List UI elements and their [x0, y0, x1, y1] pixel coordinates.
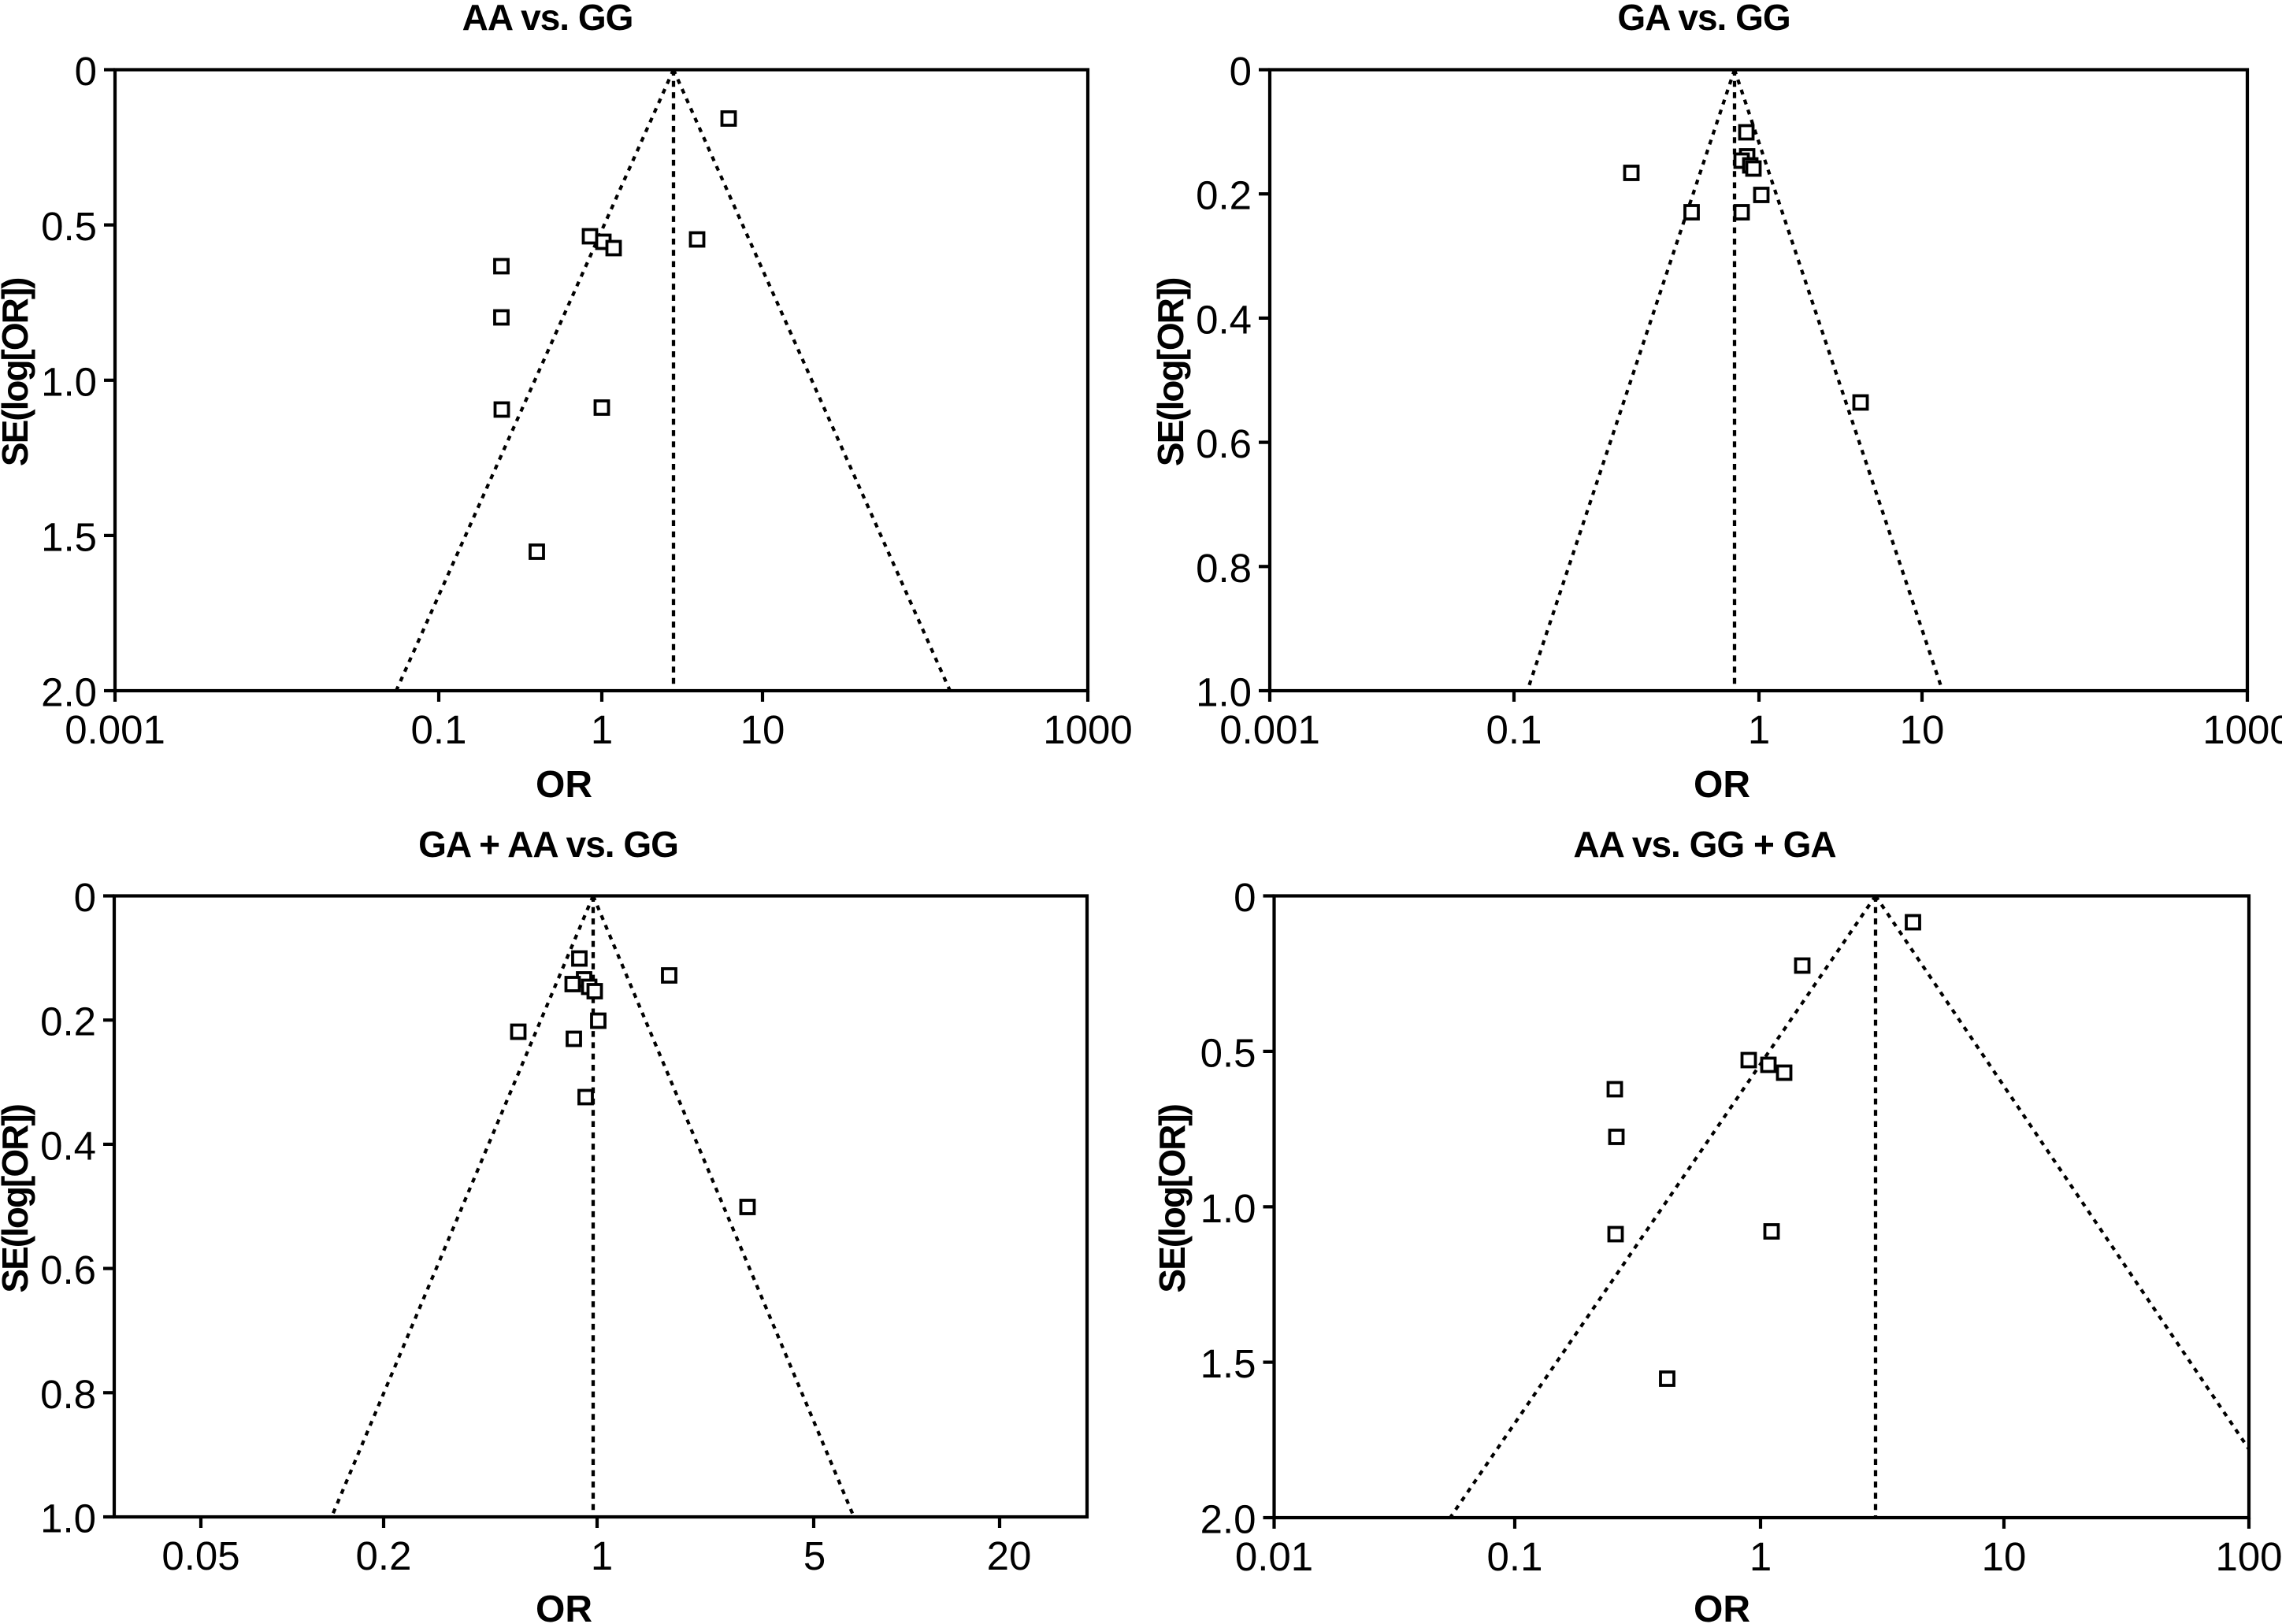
svg-text:AA vs. GG: AA vs. GG	[462, 0, 633, 38]
svg-text:0.001: 0.001	[1219, 707, 1320, 752]
svg-text:1.5: 1.5	[1200, 1341, 1256, 1386]
svg-text:0.2: 0.2	[1196, 173, 1252, 218]
svg-text:1.0: 1.0	[40, 1496, 96, 1541]
svg-text:OR: OR	[536, 764, 592, 806]
svg-text:AA vs. GG + GA: AA vs. GG + GA	[1573, 824, 1835, 865]
svg-text:0: 0	[1234, 875, 1256, 920]
svg-text:1.5: 1.5	[41, 514, 97, 559]
svg-text:0.5: 0.5	[41, 204, 97, 249]
svg-text:0.8: 0.8	[1196, 546, 1252, 591]
svg-text:10: 10	[740, 707, 785, 752]
svg-text:2.0: 2.0	[41, 670, 97, 715]
svg-text:1.0: 1.0	[1196, 670, 1252, 715]
svg-text:OR: OR	[1694, 764, 1750, 806]
svg-text:1: 1	[591, 1533, 613, 1578]
svg-text:OR: OR	[1694, 1589, 1750, 1624]
svg-text:GA vs. GG: GA vs. GG	[1617, 0, 1790, 38]
svg-text:1000: 1000	[1043, 707, 1132, 752]
svg-text:1: 1	[1748, 707, 1770, 752]
svg-text:0.05: 0.05	[161, 1533, 239, 1578]
svg-text:1: 1	[591, 707, 613, 752]
svg-text:1000: 1000	[2202, 707, 2282, 752]
svg-text:SE(log[OR]): SE(log[OR])	[1152, 1104, 1193, 1292]
svg-text:5: 5	[803, 1533, 826, 1578]
svg-text:SE(log[OR]): SE(log[OR])	[0, 278, 35, 466]
svg-text:OR: OR	[536, 1589, 592, 1624]
svg-text:0: 0	[1230, 49, 1252, 94]
svg-text:0: 0	[74, 875, 96, 920]
svg-text:100: 100	[2215, 1534, 2282, 1579]
svg-text:0.6: 0.6	[40, 1248, 96, 1292]
svg-text:0.4: 0.4	[40, 1123, 96, 1168]
svg-text:0.001: 0.001	[65, 707, 165, 752]
svg-text:0: 0	[75, 49, 97, 94]
svg-text:0.6: 0.6	[1196, 421, 1252, 466]
svg-text:SE(log[OR]): SE(log[OR])	[0, 1104, 35, 1292]
svg-text:10: 10	[1982, 1534, 2027, 1579]
svg-text:1: 1	[1750, 1534, 1772, 1579]
svg-text:0.5: 0.5	[1200, 1030, 1256, 1075]
svg-text:0.8: 0.8	[40, 1372, 96, 1417]
svg-text:0.1: 0.1	[411, 707, 467, 752]
svg-text:1.0: 1.0	[41, 359, 97, 404]
svg-text:SE(log[OR]): SE(log[OR])	[1150, 278, 1191, 466]
svg-text:0.2: 0.2	[40, 999, 96, 1044]
svg-text:10: 10	[1900, 707, 1945, 752]
svg-text:GA + AA vs. GG: GA + AA vs. GG	[418, 824, 678, 865]
svg-text:0.4: 0.4	[1196, 297, 1252, 342]
svg-text:0.1: 0.1	[1486, 707, 1542, 752]
svg-text:0.1: 0.1	[1487, 1534, 1543, 1579]
svg-text:2.0: 2.0	[1200, 1497, 1256, 1542]
svg-text:0.2: 0.2	[356, 1533, 412, 1578]
svg-text:0.01: 0.01	[1235, 1534, 1313, 1579]
svg-text:20: 20	[987, 1533, 1032, 1578]
svg-text:1.0: 1.0	[1200, 1186, 1256, 1231]
